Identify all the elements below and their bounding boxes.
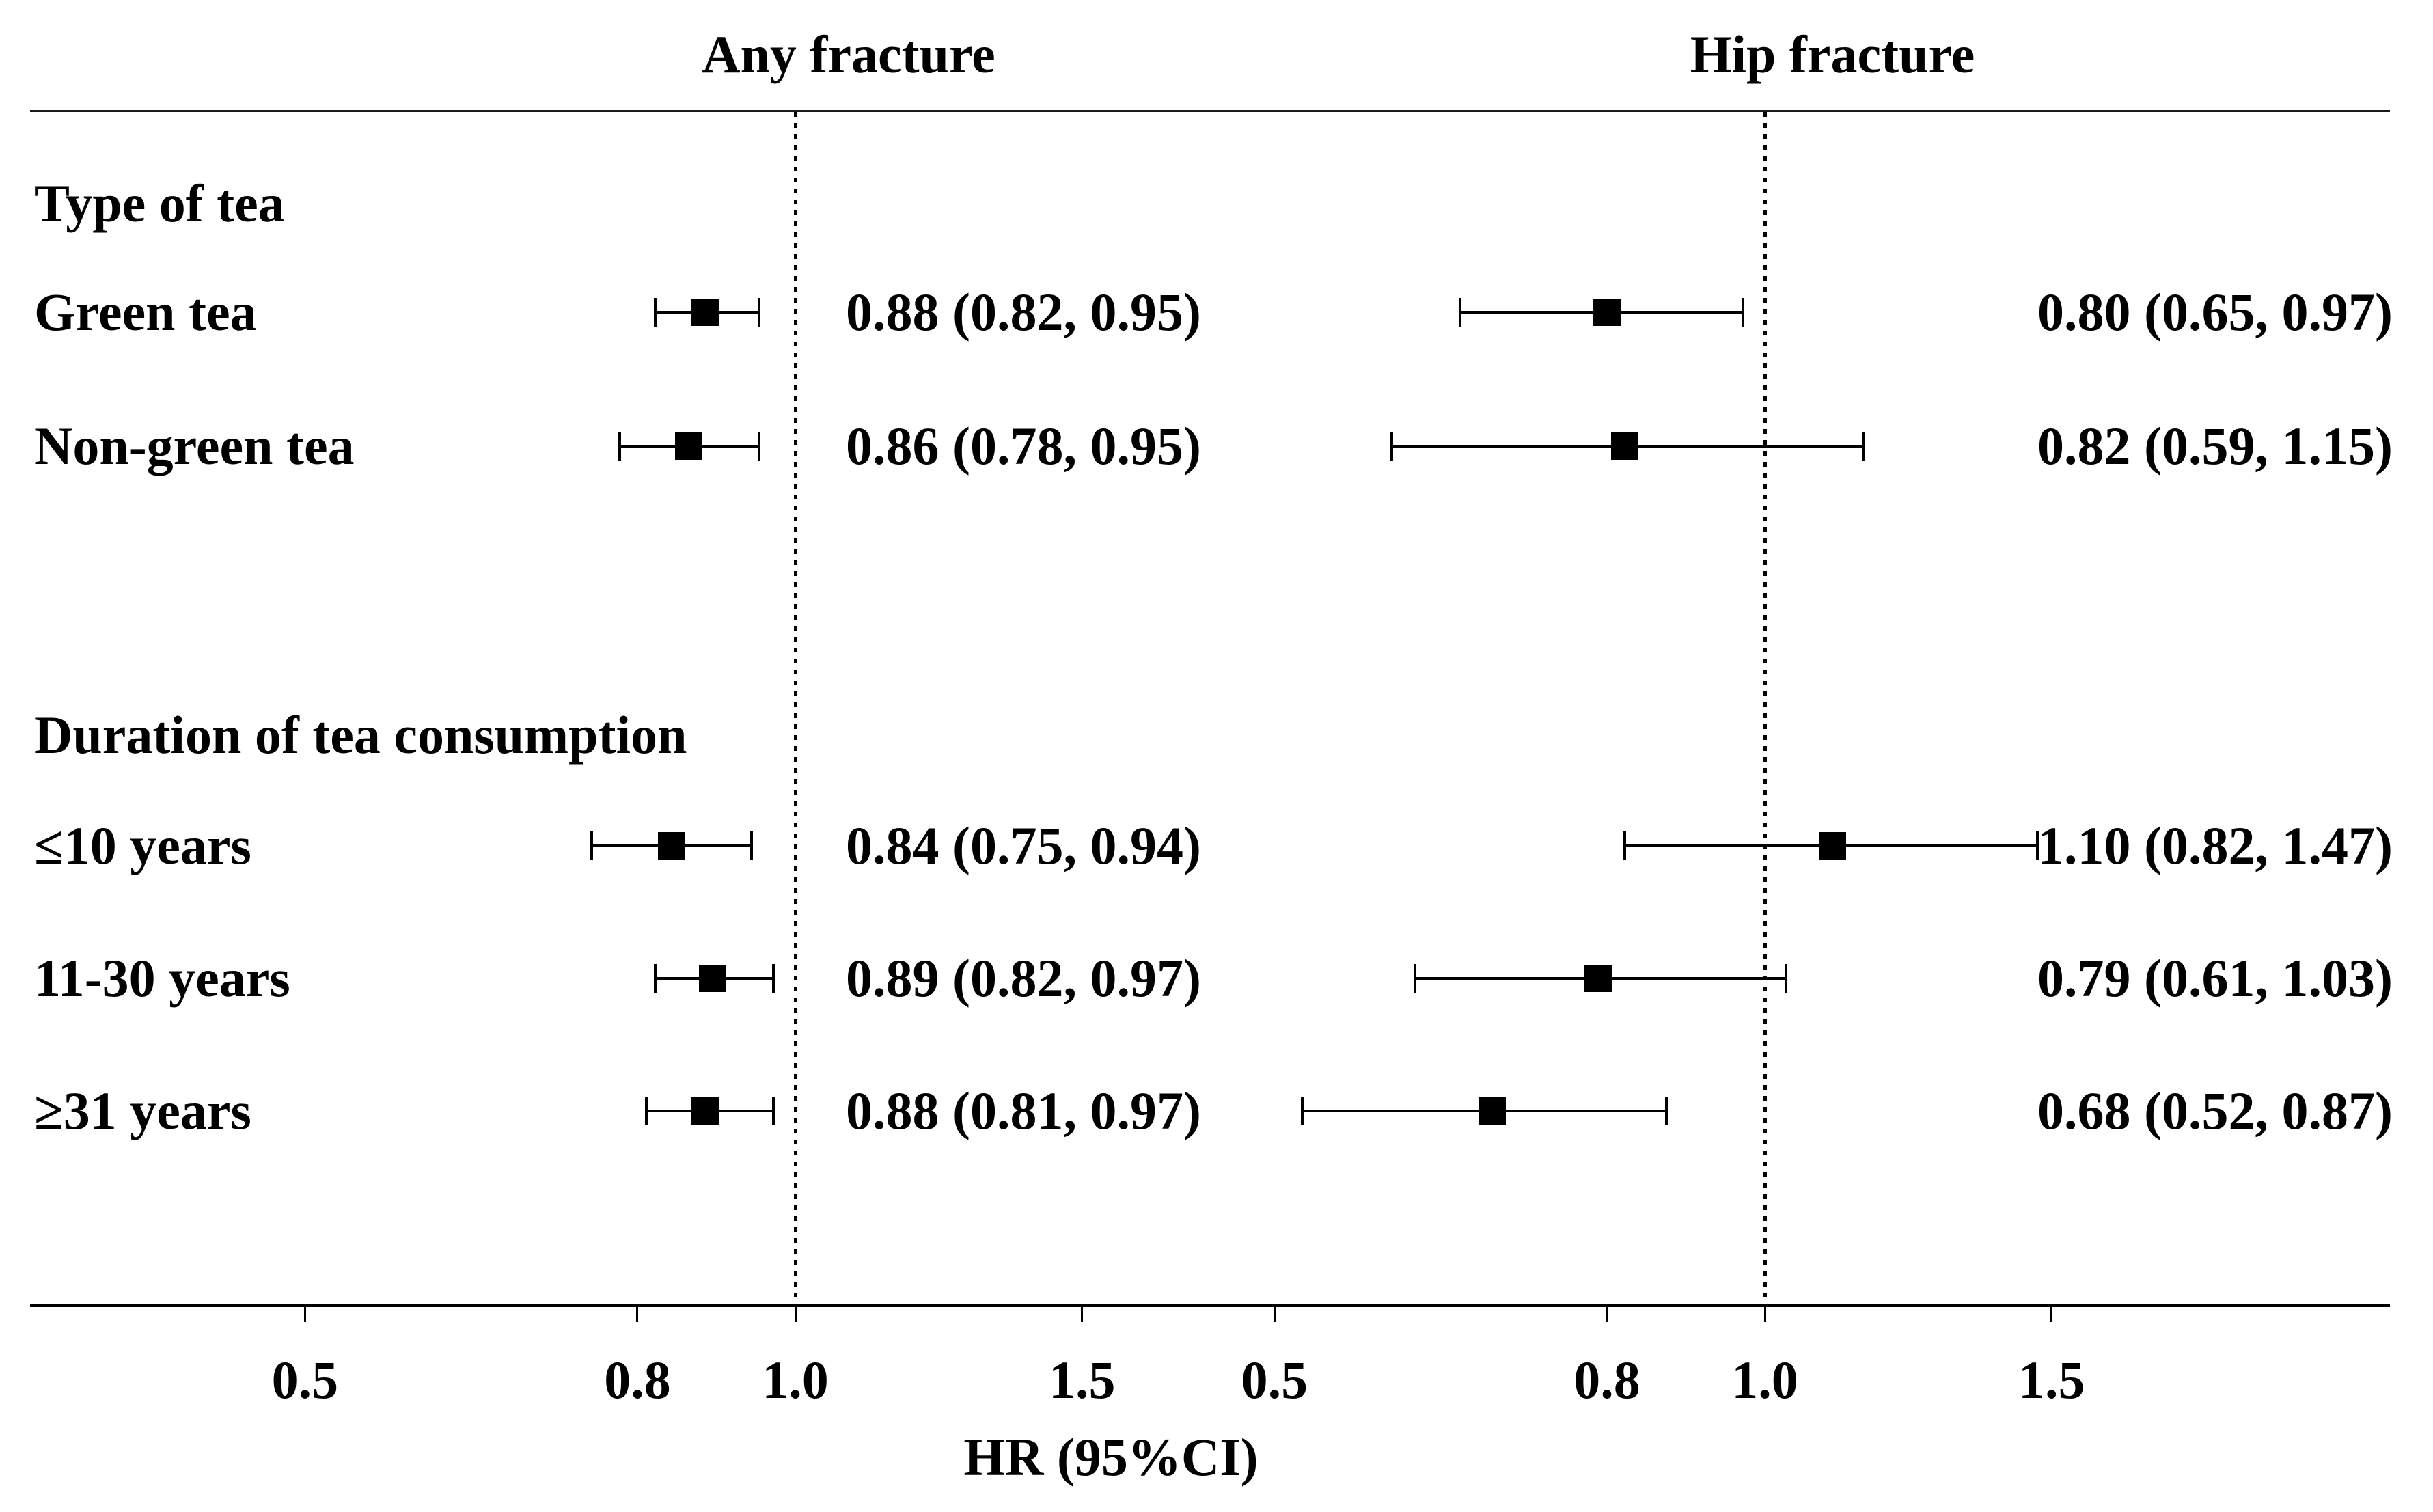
ci-cap-left [653, 298, 657, 327]
hr-point-marker [1818, 832, 1846, 860]
hr-point-marker [658, 832, 686, 860]
ci-cap-left [618, 432, 621, 461]
axis-tick-label: 0.5 [1241, 1350, 1308, 1410]
hr-point-marker [674, 432, 702, 460]
hr-point-marker [691, 1097, 719, 1125]
axis-tick-label: 1.5 [1049, 1350, 1116, 1410]
ci-cap-left [1458, 298, 1461, 327]
hr-ci-text: 0.68 (0.52, 0.87) [2037, 1081, 2393, 1140]
ci-cap-right [750, 831, 753, 860]
ci-cap-right [1784, 964, 1787, 993]
row-label: ≤10 years [34, 816, 251, 875]
axis-tick [1081, 1305, 1084, 1322]
reference-line-hr1 [1763, 112, 1767, 1304]
row-label: ≥31 years [34, 1081, 251, 1140]
ci-cap-right [772, 1097, 775, 1125]
hr-ci-text: 0.88 (0.82, 0.95) [846, 282, 1201, 342]
panel-title-any-fracture: Any fracture [702, 25, 995, 84]
ci-cap-right [772, 964, 775, 993]
row-label: Green tea [34, 282, 257, 342]
hr-ci-text: 0.88 (0.81, 0.97) [846, 1081, 1201, 1140]
ci-cap-right [1862, 432, 1865, 461]
hr-point-marker [1584, 965, 1612, 992]
hr-ci-text: 0.82 (0.59, 1.15) [2037, 416, 2393, 476]
axis-tick-label: 1.5 [2018, 1350, 2085, 1410]
x-axis-line [30, 1304, 2390, 1307]
row-label: Non-green tea [34, 416, 355, 476]
axis-tick-label: 1.0 [762, 1350, 829, 1410]
axis-tick [1606, 1305, 1608, 1322]
axis-tick [1763, 1305, 1766, 1322]
axis-tick [303, 1305, 306, 1322]
section-header: Duration of tea consumption [34, 705, 687, 765]
ci-cap-left [1623, 831, 1626, 860]
ci-cap-right [757, 298, 760, 327]
ci-cap-left [653, 964, 657, 993]
axis-tick [794, 1305, 797, 1322]
hr-ci-text: 0.86 (0.78, 0.95) [846, 416, 1201, 476]
ci-cap-right [757, 432, 760, 461]
row-label: 11-30 years [34, 948, 290, 1008]
axis-tick [1273, 1305, 1276, 1322]
hr-ci-text: 0.79 (0.61, 1.03) [2037, 948, 2393, 1008]
x-axis-title: HR (95%CI) [963, 1427, 1259, 1487]
ci-cap-right [2035, 831, 2039, 860]
axis-tick-label: 0.8 [604, 1350, 671, 1410]
axis-tick-label: 0.8 [1573, 1350, 1640, 1410]
ci-cap-left [1414, 964, 1417, 993]
ci-cap-left [1300, 1097, 1304, 1125]
axis-tick [2050, 1305, 2053, 1322]
ci-cap-left [1390, 432, 1393, 461]
hr-ci-text: 0.89 (0.82, 0.97) [846, 948, 1201, 1008]
hr-point-marker [691, 299, 719, 326]
hr-ci-text: 1.10 (0.82, 1.47) [2037, 816, 2393, 875]
hr-point-marker [1610, 432, 1638, 460]
section-header: Type of tea [34, 174, 285, 233]
axis-tick [636, 1305, 639, 1322]
ci-cap-left [644, 1097, 648, 1125]
hr-ci-text: 0.80 (0.65, 0.97) [2037, 282, 2393, 342]
reference-line-hr1 [793, 112, 797, 1304]
header-divider-rule [30, 110, 2390, 112]
hr-point-marker [699, 965, 727, 992]
hr-point-marker [1478, 1097, 1506, 1125]
ci-cap-right [1664, 1097, 1668, 1125]
hr-point-marker [1593, 299, 1621, 326]
axis-tick-label: 1.0 [1731, 1350, 1798, 1410]
ci-cap-left [590, 831, 594, 860]
axis-tick-label: 0.5 [271, 1350, 339, 1410]
panel-title-hip-fracture: Hip fracture [1690, 25, 1975, 84]
ci-cap-right [1742, 298, 1745, 327]
hr-ci-text: 0.84 (0.75, 0.94) [846, 816, 1201, 875]
